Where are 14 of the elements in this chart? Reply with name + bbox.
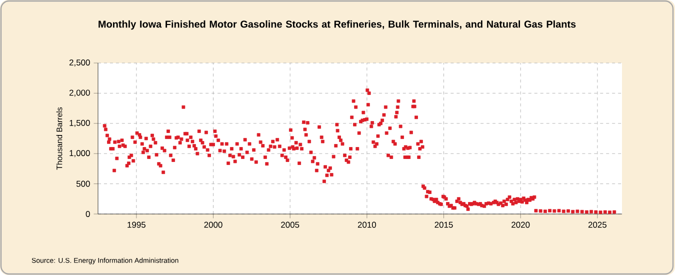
y-tick-label: 1,500	[70, 120, 90, 127]
x-tick-label: 2015	[434, 222, 453, 228]
y-tick-label: 2,500	[69, 60, 90, 66]
x-tick-label: 2020	[512, 222, 530, 228]
x-tick-label: 2005	[281, 222, 300, 228]
y-tick-label: 1,000	[70, 150, 90, 158]
y-tick-label: 2,000	[69, 90, 90, 97]
y-tick-label: 500	[76, 180, 90, 187]
x-tick-label: 2000	[204, 222, 222, 228]
y-tick-label: 0	[86, 211, 90, 217]
x-tick-label: 2025	[588, 222, 606, 228]
x-tick-label: 2010	[358, 222, 376, 228]
x-tick-label: 1995	[128, 222, 146, 228]
chart-title: Monthly Iowa Finished Motor Gasoline Stocks at Refineries, Bulk Terminals, and Natural Gas Plants	[98, 20, 576, 30]
